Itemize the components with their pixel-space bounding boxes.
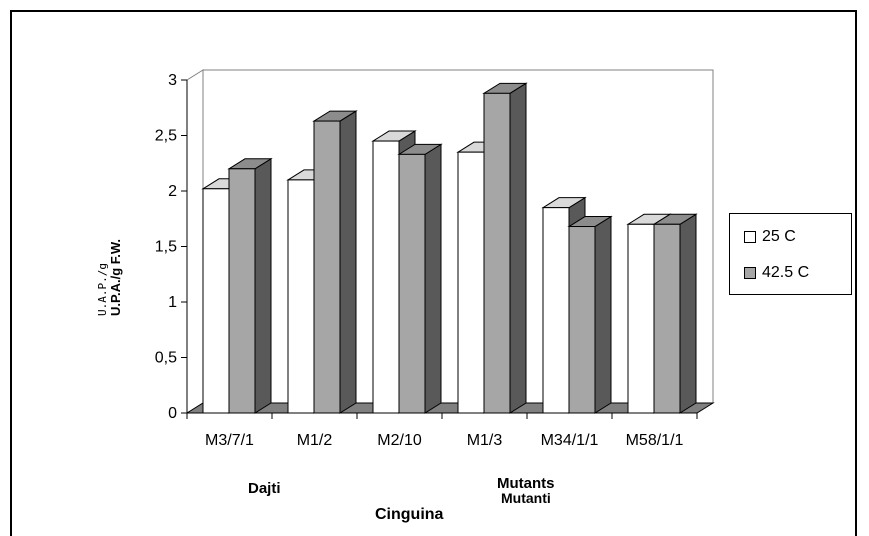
bar-front-face — [457, 151, 485, 414]
legend-label-series-2: 42.5 C — [762, 264, 810, 281]
legend-swatch-series-1 — [744, 231, 756, 243]
bar-front-face — [313, 120, 341, 414]
y-tick-label: 1 — [168, 294, 177, 311]
bar — [567, 215, 613, 414]
bar-front-face — [398, 153, 426, 414]
y-tick-label: 2,5 — [155, 128, 177, 145]
x-tick-label: M1/3 — [467, 432, 503, 449]
bar-side-face — [339, 110, 357, 414]
x-axis: M3/7/1 M1/2 M2/10 M1/3 M34/1/1 M58/1/1 — [186, 412, 698, 449]
bar — [482, 82, 528, 414]
legend: 25 C 42.5 C — [729, 213, 852, 295]
bar-front-face — [653, 223, 681, 414]
x-tick-label: M2/10 — [377, 432, 422, 449]
bar-front-face — [483, 92, 511, 414]
x-tick-label: M58/1/1 — [626, 432, 684, 449]
y-tick-label: 2 — [168, 183, 177, 200]
bar-side-face — [679, 213, 697, 414]
y-axis-label-line-1: U.A.P./g — [96, 263, 109, 316]
bar-side-face — [509, 82, 527, 414]
y-tick-label: 0 — [168, 405, 177, 422]
bar-front-face — [202, 188, 230, 414]
bar-front-face — [372, 140, 400, 414]
y-tick-label: 0,5 — [155, 350, 177, 367]
bar-side-face — [254, 157, 272, 414]
bar-front-face — [568, 226, 596, 414]
legend-item-series-2: 42.5 C — [744, 264, 809, 282]
group-label-dajti: Dajti — [248, 480, 281, 497]
legend-swatch-series-2 — [744, 267, 756, 279]
bar — [227, 157, 273, 414]
bar — [312, 110, 358, 414]
bar-front-face — [627, 223, 655, 414]
group-label-mutants: Mutants — [497, 475, 555, 492]
y-axis-label-line-2: U.P.A./g F.W. — [108, 239, 123, 316]
group-label-mutanti: Mutanti — [501, 490, 551, 506]
bars — [201, 82, 698, 414]
y-tick-label: 3 — [168, 72, 177, 89]
x-tick-label: M3/7/1 — [205, 432, 254, 449]
x-tick-label: M1/2 — [297, 432, 333, 449]
bar-front-face — [228, 168, 256, 414]
bar — [397, 143, 443, 414]
side-wall — [186, 69, 204, 414]
y-tick-label: 1,5 — [155, 239, 177, 256]
legend-label-series-1: 25 C — [762, 228, 796, 245]
group-label-cinguina: Cinguina — [375, 506, 444, 523]
chart-frame — [10, 10, 857, 536]
bar-front-face — [287, 179, 315, 414]
legend-item-series-1: 25 C — [744, 228, 796, 246]
x-tick-label: M34/1/1 — [541, 432, 599, 449]
bar-side-face — [594, 215, 612, 414]
bar — [652, 213, 698, 414]
bar-front-face — [542, 207, 570, 414]
y-axis: 0 0,5 1 1,5 2 2,5 3 — [155, 72, 188, 422]
bar-side-face — [424, 143, 442, 414]
